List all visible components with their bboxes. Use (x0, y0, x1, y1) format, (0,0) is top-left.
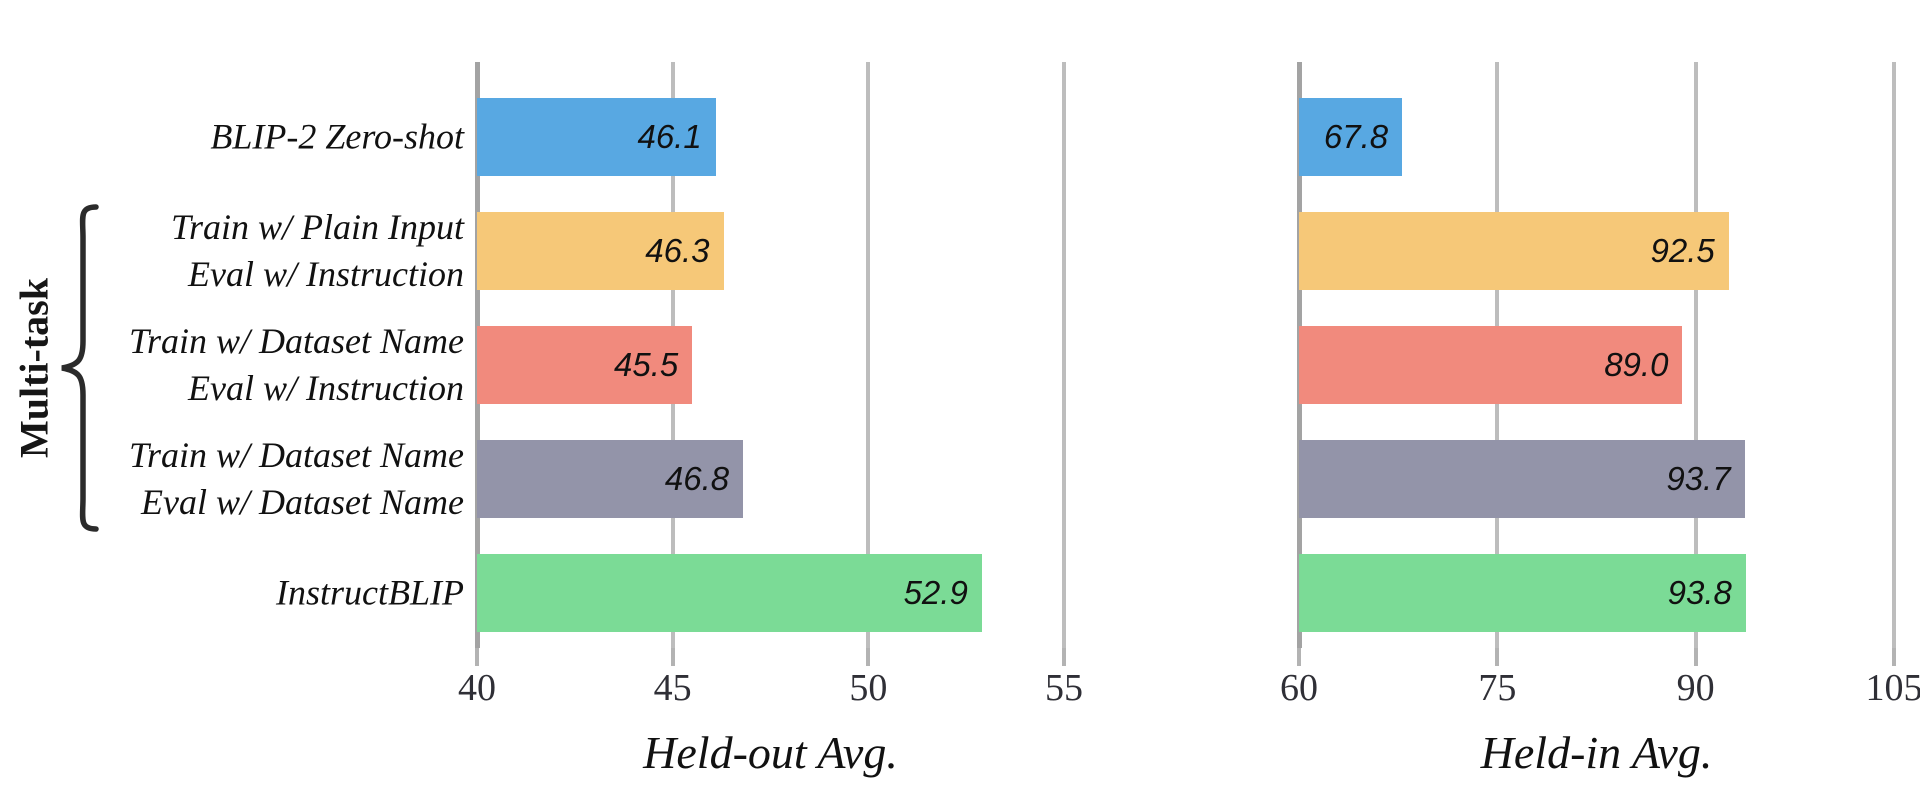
bar-row-4: 93.8 (1299, 554, 1746, 632)
bar-value-label: 93.8 (1667, 574, 1732, 611)
gridline-105 (1892, 62, 1896, 648)
gridline-55 (1062, 62, 1066, 648)
gridline-90 (1693, 62, 1698, 648)
bar-row-0: 46.1 (477, 98, 716, 176)
chart-held-in: 60 75 90 105 67.8 92.5 89.0 93.7 93.8 Held-in Avg… (1280, 0, 1920, 791)
bar-row-4: 52.9 (477, 554, 982, 632)
bar-value-label: 46.3 (645, 232, 710, 269)
x-tick-label: 40 (458, 667, 496, 709)
category-label-1: Train w/ Plain Input Eval w/ Instruction (171, 204, 464, 298)
bar-value-label: 67.8 (1323, 118, 1389, 155)
x-tick-label: 90 (1676, 667, 1715, 709)
bar-row-3: 46.8 (477, 440, 744, 518)
axis-title-held-out: Held-out Avg. (643, 727, 898, 778)
bar-row-3: 93.7 (1299, 440, 1745, 518)
x-tick-label: 75 (1478, 667, 1517, 709)
brace-path (61, 204, 99, 532)
category-label-line: InstructBLIP (276, 572, 464, 613)
category-label-0: BLIP-2 Zero-shot (210, 114, 464, 161)
bar-value-label: 45.5 (613, 346, 679, 383)
category-label-line: Train w/ Dataset Name (128, 321, 464, 361)
x-tick-label: 55 (1045, 667, 1083, 709)
bar-value-label: 46.1 (637, 118, 702, 155)
x-tick-mark (1495, 648, 1500, 666)
gridline-50 (866, 62, 871, 648)
bar-value-label: 46.8 (664, 460, 730, 497)
bar-row-2: 45.5 (477, 326, 693, 404)
x-tick-mark (866, 648, 871, 666)
bar-value-label: 89.0 (1604, 346, 1669, 383)
bar-value-label: 52.9 (903, 574, 968, 611)
x-tick-label: 60 (1280, 667, 1318, 709)
bar-value-label: 92.5 (1650, 232, 1715, 269)
category-label-line: Eval w/ Instruction (188, 368, 464, 408)
multi-task-brace-icon (61, 204, 99, 532)
category-label-line: BLIP-2 Zero-shot (210, 116, 464, 157)
bar-row-1: 46.3 (477, 212, 724, 290)
x-tick-mark (1062, 648, 1066, 666)
bar-row-2: 89.0 (1299, 326, 1683, 404)
x-tick-mark (1693, 648, 1698, 666)
x-tick-label: 50 (849, 667, 888, 709)
bar-row-0: 67.8 (1299, 98, 1403, 176)
x-tick-mark (475, 648, 479, 666)
category-label-2: Train w/ Dataset Name Eval w/ Instruction (129, 318, 464, 412)
category-label-line: Train w/ Plain Input (170, 207, 464, 247)
x-tick-mark (1297, 648, 1301, 666)
category-label-4: InstructBLIP (276, 570, 464, 617)
category-label-line: Eval w/ Instruction (188, 254, 464, 294)
axis-title-held-in: Held-in Avg. (1480, 727, 1713, 778)
category-label-line: Eval w/ Dataset Name (141, 482, 464, 522)
chart-held-out: 40 45 50 55 46.1 46.3 45.5 46.8 52.9 Held-out Avg… (458, 0, 1104, 791)
bar-value-label: 93.7 (1666, 460, 1731, 497)
x-tick-mark (1892, 648, 1896, 666)
category-label-3: Train w/ Dataset Name Eval w/ Dataset Nam… (129, 432, 464, 526)
category-label-line: Train w/ Dataset Name (128, 435, 464, 475)
x-tick-mark (670, 648, 675, 666)
x-tick-label: 45 (653, 667, 692, 709)
bar-row-1: 92.5 (1299, 212, 1729, 290)
group-label-multi-task: Multi-task (11, 278, 57, 458)
x-tick-label: 105 (1865, 667, 1920, 709)
